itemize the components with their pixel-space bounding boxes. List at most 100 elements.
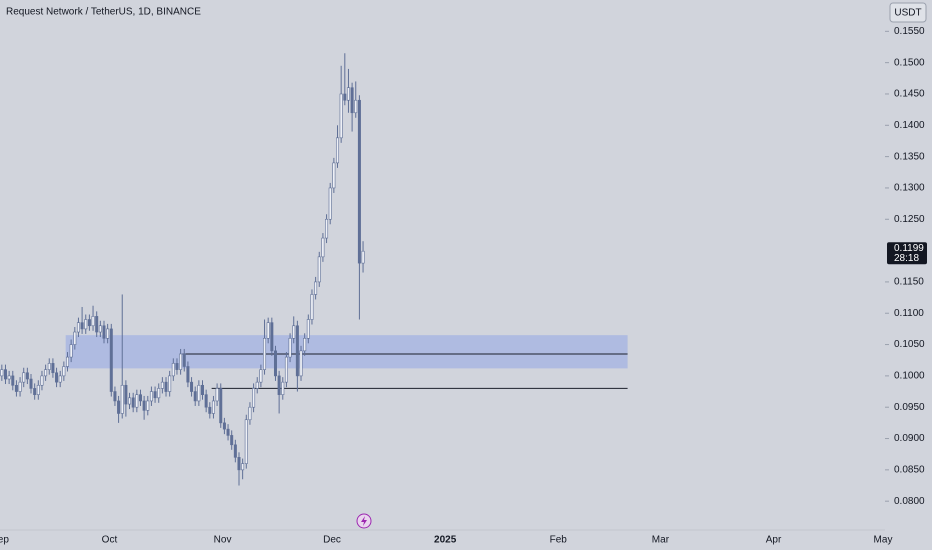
countdown-label: 28:18 [894,253,919,264]
chart-title: Request Network / TetherUS, 1D, BINANCE [6,7,201,18]
y-tick-label: 0.1400 [894,120,925,131]
candle-body [55,372,59,383]
candle-body [281,381,285,395]
candle-body [0,369,4,377]
candle-body [91,316,95,327]
y-tick-label: 0.1150 [894,277,924,288]
candle-body [186,366,190,383]
candle-body [14,384,18,392]
y-tick-label: 0.0850 [894,464,925,475]
candle-body [69,344,73,358]
x-tick-label: Dec [323,535,341,546]
candle-body [182,353,186,367]
candle-body [295,325,299,377]
candle-body [44,369,48,377]
plot-area [0,53,628,486]
candle-body [222,422,226,430]
candle-body [208,406,212,414]
candle-body [117,400,121,414]
candle-body [204,394,208,408]
candle-body [76,322,80,333]
candle-body [361,250,365,264]
x-tick-label: Sep [0,535,9,546]
candle-body [171,363,175,377]
candle-body [3,369,7,380]
candle-body [29,378,33,389]
candle-body [226,428,230,436]
candle-body [273,350,277,377]
candle-body [310,294,314,320]
candle-body [7,375,11,380]
candle-body [73,331,77,345]
candle-body [354,99,358,114]
candle-body [113,391,117,402]
candle-body [288,337,292,358]
y-tick-label: 0.1050 [894,339,925,350]
candle-body [339,93,343,139]
candle-body [306,319,310,339]
candle-body [314,281,318,295]
candle-body [80,322,84,330]
candle-body [146,400,150,411]
candle-body [292,325,296,339]
candle-body [131,397,135,408]
candle-body [51,363,55,374]
candle-body [22,372,26,383]
candle-body [36,384,40,395]
candle-body [102,325,106,339]
candle-body [321,237,325,258]
x-tick-label: Oct [102,535,118,546]
candle-body [346,87,350,101]
candle-body [266,322,270,339]
candle-body [252,388,256,408]
candle-body [153,391,157,399]
candle-body [25,372,29,380]
candle-body [233,444,237,458]
candle-body [11,375,15,386]
candle-body [317,256,321,283]
x-tick-label: Mar [652,535,670,546]
candle-body [124,384,128,405]
candle-body [58,375,62,383]
candle-body [40,375,44,386]
candle-body [336,137,340,164]
x-tick-label: Apr [766,535,782,546]
candle-body [87,319,91,327]
candle-body [248,406,252,421]
currency-box[interactable] [889,2,927,23]
x-tick-label: 2025 [434,535,457,546]
y-tick-label: 0.0900 [894,433,925,444]
event-icon[interactable] [356,513,372,529]
candle-body [303,337,307,352]
candle-body [18,381,22,392]
candle-body [357,99,361,264]
candle-body [201,384,205,395]
y-tick-label: 0.1000 [894,371,925,382]
candle-body [193,391,197,402]
candle-body [128,397,132,405]
candle-body [142,400,146,411]
candle-body [241,463,245,471]
currency-label: USDT [894,8,921,19]
y-tick-label: 0.0800 [894,496,925,507]
candle-body [168,375,172,392]
candle-body [120,384,124,414]
candle-body [259,369,263,383]
y-tick-label: 0.1250 [894,214,925,225]
candle-body [197,384,201,402]
y-tick-label: 0.1300 [894,183,925,194]
candle-body [325,218,329,239]
candle-body [215,388,219,402]
y-tick-label: 0.1550 [894,26,925,37]
y-tick-label: 0.1500 [894,57,925,68]
candle-body [255,381,259,389]
candle-body [211,400,215,414]
candle-body [160,381,164,389]
candle-body [299,350,303,377]
candle-body [62,366,66,377]
candle-body [350,87,354,114]
candle-body [284,356,288,383]
y-tick-label: 0.1350 [894,151,925,162]
candle-body [343,93,347,101]
